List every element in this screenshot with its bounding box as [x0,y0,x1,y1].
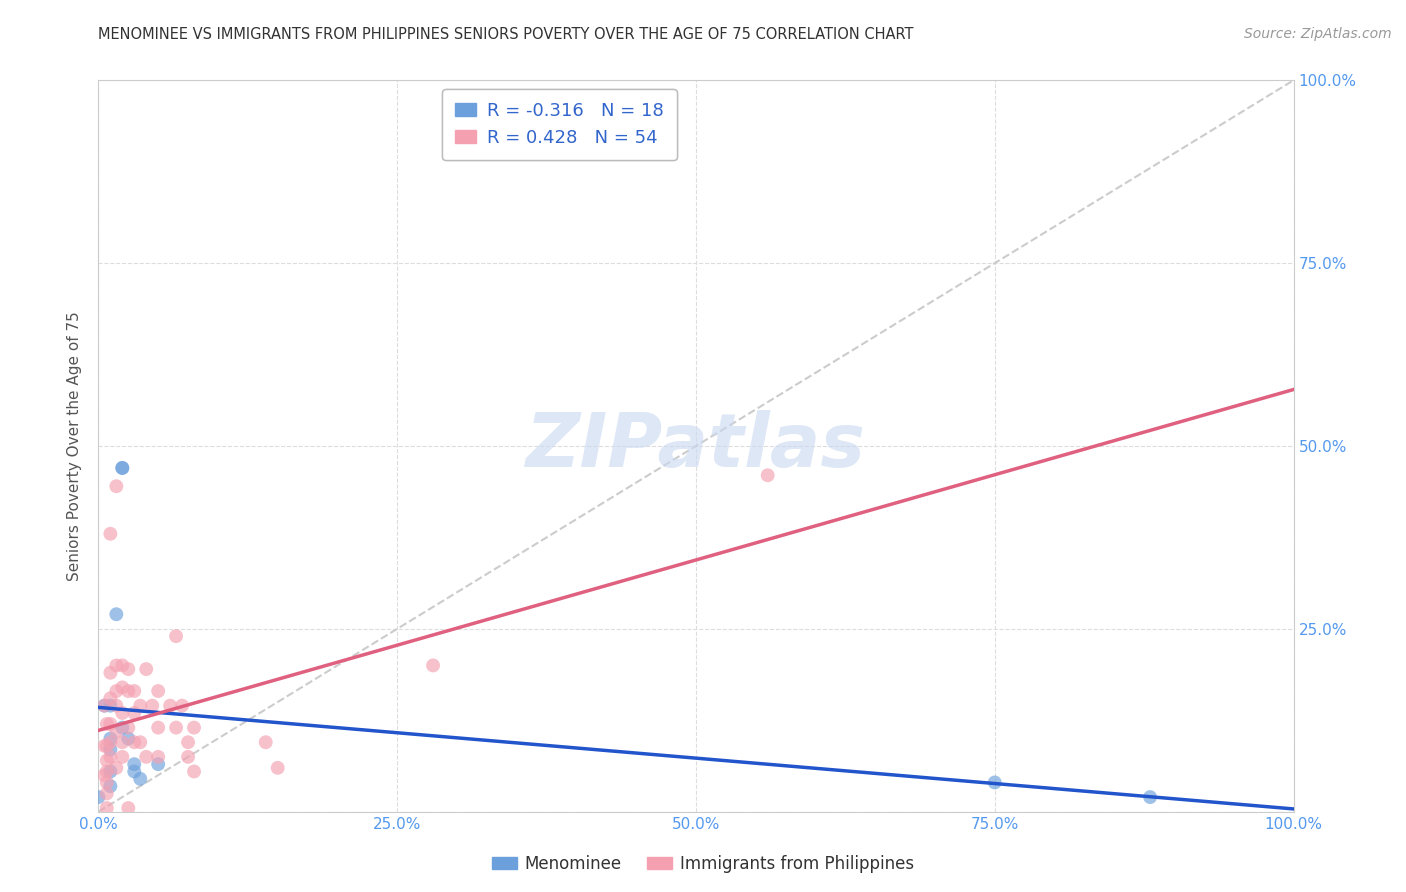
Point [111,706,134,720]
Point [98,735,122,749]
Point [98,779,122,793]
Point [111,681,134,695]
Point [183,764,205,779]
Legend: Menominee, Immigrants from Philippines: Menominee, Immigrants from Philippines [485,848,921,880]
Point [98,717,122,731]
Point [148,757,170,772]
Point [124,735,146,749]
Point [98,749,122,764]
Point [422,658,444,673]
Point [87,790,110,805]
Legend: R = -0.316   N = 18, R = 0.428   N = 54: R = -0.316 N = 18, R = 0.428 N = 54 [441,89,676,160]
Point [117,721,139,735]
Point [98,764,122,779]
Point [756,468,779,483]
Point [148,749,170,764]
Text: ZIPatlas: ZIPatlas [526,409,866,483]
Point [984,775,1007,789]
Point [148,684,170,698]
Point [254,735,277,749]
Point [105,698,128,713]
Point [111,721,134,735]
Point [129,698,152,713]
Point [1139,790,1161,805]
Point [159,698,181,713]
Point [117,684,139,698]
Point [98,731,122,746]
Point [96,717,118,731]
Point [267,761,290,775]
Point [135,749,157,764]
Point [96,787,118,801]
Point [117,662,139,676]
Point [124,757,146,772]
Text: MENOMINEE VS IMMIGRANTS FROM PHILIPPINES SENIORS POVERTY OVER THE AGE OF 75 CORR: MENOMINEE VS IMMIGRANTS FROM PHILIPPINES… [98,27,914,42]
Point [129,772,152,786]
Point [165,629,187,643]
Point [98,698,122,713]
Point [141,698,163,713]
Point [117,731,139,746]
Point [98,691,122,706]
Point [96,775,118,789]
Point [93,739,115,753]
Point [117,801,139,815]
Point [105,761,128,775]
Point [98,526,122,541]
Point [177,749,200,764]
Point [124,764,146,779]
Point [98,742,122,756]
Point [111,735,134,749]
Point [96,739,118,753]
Point [105,479,128,493]
Point [165,721,187,735]
Point [98,665,122,680]
Point [93,698,115,713]
Point [183,721,205,735]
Point [135,662,157,676]
Point [111,658,134,673]
Point [105,684,128,698]
Point [105,724,128,739]
Point [111,461,134,475]
Point [111,461,134,475]
Point [172,698,194,713]
Point [105,658,128,673]
Point [177,735,200,749]
Point [105,607,128,622]
Point [93,698,115,713]
Y-axis label: Seniors Poverty Over the Age of 75: Seniors Poverty Over the Age of 75 [67,311,83,581]
Text: Source: ZipAtlas.com: Source: ZipAtlas.com [1244,27,1392,41]
Point [124,706,146,720]
Point [111,749,134,764]
Point [96,801,118,815]
Point [96,754,118,768]
Point [148,721,170,735]
Point [96,764,118,779]
Point [124,684,146,698]
Point [93,768,115,782]
Point [129,735,152,749]
